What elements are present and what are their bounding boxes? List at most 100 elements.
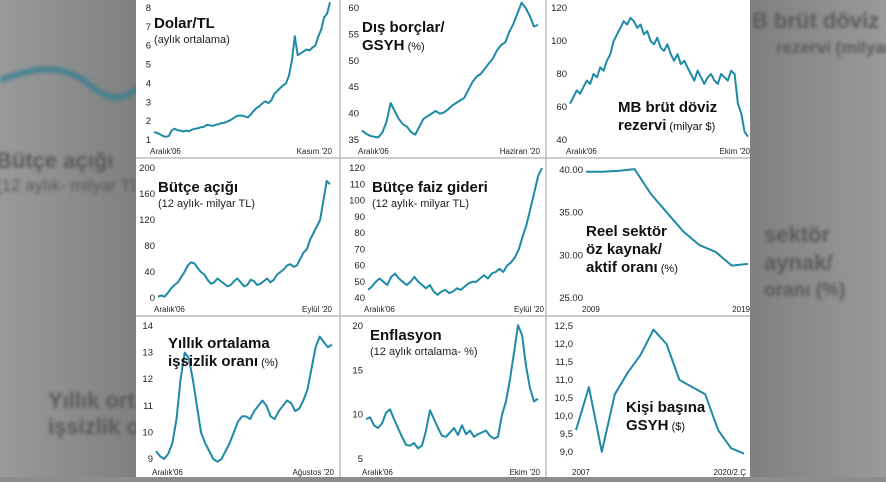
y-tick-label: 90 (354, 212, 365, 223)
chart-panel-dolar-tl: 1 2 3 4 5 6 7 8 Aralık'06 Kasım '20 Dolar/TL (aylık… (146, 2, 333, 156)
y-tick-label: 80 (354, 228, 365, 239)
chart-panel-butce-faiz: 40 50 60 70 80 90 100 110 120 Aralık'06 Eylül '20 B… (349, 163, 544, 314)
series-line (367, 167, 543, 296)
chart-subtitle: (12 aylık ortalama- %) (370, 346, 478, 358)
y-tick-label: 160 (139, 189, 155, 200)
chart-panel-enflasyon: 5 10 15 20 Aralık'06 Ekim '20 Enflasyon (12 ayl… (352, 321, 540, 477)
y-tick-label: 30.00 (559, 250, 583, 261)
y-tick-label: 80 (144, 241, 155, 252)
y-tick-label: 50 (354, 277, 365, 288)
y-tick-label: 5 (358, 454, 363, 465)
chart-subtitle: (aylık ortalama) (154, 34, 230, 46)
y-tick-label: 12 (142, 374, 153, 385)
chart-title: Reel sektör (586, 223, 667, 240)
y-tick-label: 80 (556, 69, 567, 80)
y-tick-label: 40.00 (559, 165, 583, 176)
y-tick-label: 5 (146, 60, 151, 71)
y-tick-label: 13 (142, 348, 153, 359)
chart-title: Kişi başına (626, 399, 706, 416)
x-tick-label: Aralık'06 (362, 468, 393, 477)
y-tick-label: 100 (551, 36, 567, 47)
x-tick-label: Ekim '20 (720, 147, 750, 156)
background-text: (12 aylık- milyar TL) (0, 176, 140, 195)
y-tick-label: 60 (354, 261, 365, 272)
chart-panel-issizlik: 9 10 11 12 13 14 Aralık'06 Ağustos '20 Yıllık or… (142, 321, 334, 477)
y-tick-label: 40 (354, 293, 365, 304)
y-tick-label: 11 (143, 401, 153, 412)
y-tick-label: 110 (350, 179, 365, 190)
y-tick-label: 3 (146, 97, 151, 108)
y-tick-label: 10 (142, 427, 153, 438)
y-tick-label: 40 (348, 109, 359, 120)
series-line (155, 335, 333, 463)
chart-title: rezervi (milyar $) (618, 117, 715, 134)
chart-title: Enflasyon (370, 327, 442, 344)
background-left: Bütçe açığı (12 aylık- milyar TL) Yıllık… (0, 0, 140, 477)
chart-title: GSYH ($) (626, 417, 685, 434)
chart-title: Dolar/TL (154, 15, 215, 32)
x-tick-label: Aralık'06 (154, 305, 185, 314)
x-tick-label: Haziran '20 (500, 147, 541, 156)
background-text: B brüt döviz (752, 8, 880, 33)
x-tick-label: Aralık'06 (364, 305, 395, 314)
y-tick-label: 6 (146, 41, 151, 52)
y-tick-label: 40 (556, 135, 567, 146)
chart-subtitle: (12 aylık- milyar TL) (158, 198, 255, 210)
chart-panel-butce-acigi: 0 40 80 120 160 200 Aralık'06 Eylül '20 Bütçe aç… (139, 163, 332, 314)
chart-panel-kisi-basina-gsyh: 9,0 9,5 10,0 10,5 11,0 11,5 12,0 12,5 2007 2020/2… (555, 321, 747, 477)
x-tick-label: 2019 (732, 305, 750, 314)
background-text: oranı (%) (764, 280, 846, 301)
background-text: rezervi (milyar $) (776, 38, 886, 57)
x-tick-label: Eylül '20 (514, 305, 545, 314)
chart-title: GSYH (%) (362, 37, 425, 54)
y-tick-label: 60 (556, 102, 567, 113)
background-text: sektör (764, 222, 831, 247)
series-line (157, 180, 331, 298)
y-tick-label: 35 (348, 135, 359, 146)
series-line (365, 324, 539, 450)
series-line (569, 16, 749, 138)
chart-title: Bütçe faiz gideri (372, 179, 488, 196)
y-tick-label: 9,0 (560, 447, 573, 458)
x-tick-label: 2009 (582, 305, 600, 314)
background-text: işsizlik o (48, 414, 140, 439)
y-tick-label: 11,5 (555, 357, 573, 368)
y-tick-label: 40 (144, 267, 155, 278)
y-tick-label: 50 (348, 56, 359, 67)
background-text: Bütçe açığı (0, 148, 114, 173)
x-tick-label: Ekim '20 (510, 468, 541, 477)
chart-title: aktif oranı (%) (586, 259, 678, 276)
y-tick-label: 0 (150, 293, 155, 304)
y-tick-label: 11,0 (555, 375, 573, 386)
chart-title-unit: (%) (258, 357, 278, 369)
chart-title-unit: (milyar $) (666, 121, 715, 133)
y-tick-label: 45 (348, 82, 359, 93)
x-tick-label: Kasım '20 (297, 147, 333, 156)
y-tick-label: 1 (146, 135, 151, 146)
chart-title: Yıllık ortalama (168, 335, 270, 352)
y-tick-label: 10,0 (555, 411, 574, 422)
background-right: B brüt döviz rezervi (milyar $) sektör a… (746, 0, 886, 477)
y-tick-label: 20 (352, 321, 363, 332)
background-text: Yıllık ort (48, 388, 135, 413)
x-tick-label: Ağustos '20 (292, 468, 334, 477)
chart-title: işsizlik oranı (%) (168, 353, 278, 370)
chart-panel-reel-sektor: 25.00 30.00 35.00 40.00 2009 2019 Reel sektörö… (559, 165, 750, 314)
y-tick-label: 100 (349, 196, 365, 207)
y-tick-label: 12,0 (555, 339, 574, 350)
chart-title-unit: ($) (669, 421, 686, 433)
y-tick-label: 120 (349, 163, 365, 174)
chart-panel-dis-borclar: 35 40 45 50 55 60 Aralık'06 Haziran '20 Dış borç… (348, 1, 541, 156)
y-tick-label: 70 (354, 244, 365, 255)
y-tick-label: 120 (139, 215, 155, 226)
x-tick-label: Aralık'06 (152, 468, 183, 477)
chart-title: Bütçe açığı (158, 179, 238, 196)
x-tick-label: 2007 (572, 468, 590, 477)
x-tick-label: Aralık'06 (150, 147, 181, 156)
background-text: aynak/ (764, 250, 833, 275)
y-tick-label: 60 (348, 3, 359, 14)
y-tick-label: 10,5 (555, 393, 574, 404)
chart-title: Dış borçlar/ (362, 19, 445, 36)
chart-title-unit: (%) (405, 41, 425, 53)
